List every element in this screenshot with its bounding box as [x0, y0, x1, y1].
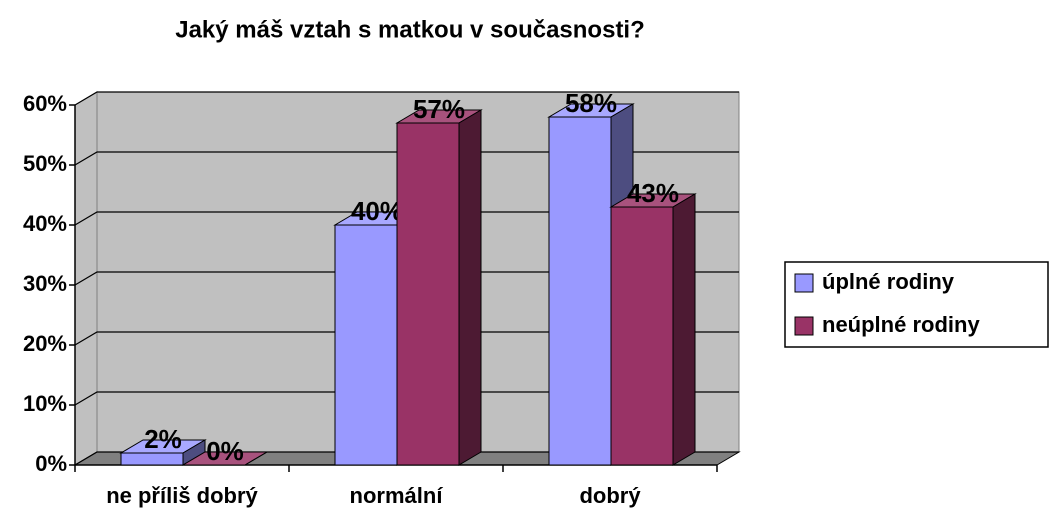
y-tick-label: 20%	[23, 331, 67, 356]
legend-swatch	[794, 316, 814, 336]
y-tick-label: 60%	[23, 91, 67, 116]
data-label: 0%	[206, 436, 244, 466]
bar-side	[672, 193, 696, 466]
x-tick-label: dobrý	[579, 483, 641, 508]
data-label: 57%	[413, 94, 465, 124]
data-label: 40%	[351, 196, 403, 226]
legend-label: úplné rodiny	[822, 269, 955, 294]
legend-label: neúplné rodiny	[822, 312, 980, 337]
data-label: 43%	[627, 178, 679, 208]
y-tick-label: 50%	[23, 151, 67, 176]
grid-line	[74, 331, 739, 346]
legend-box	[784, 261, 1049, 348]
y-tick-label: 0%	[35, 451, 67, 476]
legend-swatch	[794, 273, 814, 293]
grid-line	[74, 151, 739, 166]
bar	[610, 206, 674, 466]
chart-title: Jaký máš vztah s matkou v současnosti?	[175, 16, 645, 43]
bar-side	[458, 109, 482, 466]
bar-side	[244, 451, 268, 466]
grid-line	[74, 391, 739, 406]
data-label: 58%	[565, 88, 617, 118]
y-tick-label: 30%	[23, 271, 67, 296]
y-tick-label: 10%	[23, 391, 67, 416]
bar	[334, 224, 398, 466]
bar	[120, 452, 184, 466]
bar	[548, 116, 612, 466]
grid-line	[74, 271, 739, 286]
y-tick-label: 40%	[23, 211, 67, 236]
data-label: 2%	[144, 424, 182, 454]
grid-line	[74, 91, 739, 106]
x-tick-label: ne příliš dobrý	[106, 483, 258, 508]
grid-line	[74, 211, 739, 226]
x-tick-label: normální	[350, 483, 444, 508]
bar	[396, 122, 460, 466]
grid-line	[74, 451, 739, 466]
